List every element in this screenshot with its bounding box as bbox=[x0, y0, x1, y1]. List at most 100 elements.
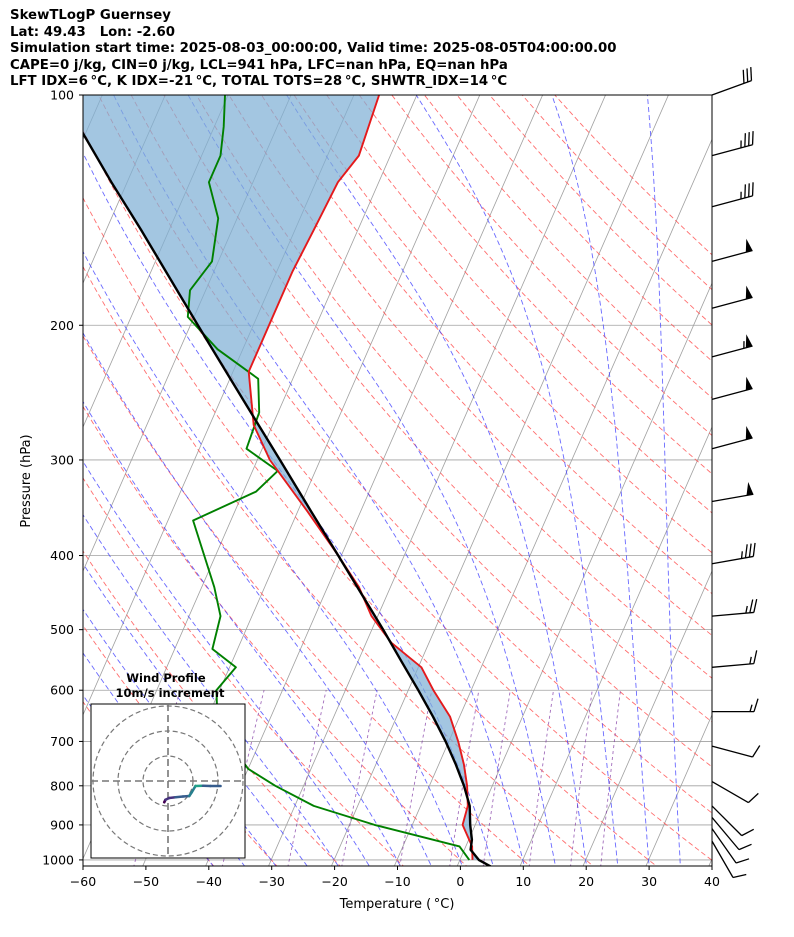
barb-full bbox=[735, 858, 750, 864]
x-tick-label: −50 bbox=[133, 874, 159, 889]
wind-barb bbox=[711, 376, 753, 401]
dry-adiabat bbox=[83, 405, 468, 866]
barb-half bbox=[749, 656, 752, 665]
barb-full bbox=[744, 544, 748, 558]
y-tick-label: 200 bbox=[50, 318, 74, 333]
dewpoint-line bbox=[186, 95, 471, 861]
barb-flag bbox=[745, 285, 753, 300]
moist-adiabat bbox=[187, 95, 556, 866]
barb-full bbox=[732, 873, 747, 879]
isotherm-line bbox=[582, 569, 712, 866]
moist-adiabat bbox=[646, 95, 681, 866]
inset-title: Wind Profile bbox=[126, 671, 206, 685]
moist-adiabat bbox=[83, 460, 370, 866]
cape-cin-shading bbox=[83, 95, 479, 860]
isotherm-line bbox=[268, 95, 606, 866]
wind-barb bbox=[711, 482, 754, 503]
stability-indices: LFT IDX=6 °C, K IDX=-21 °C, TOTAL TOTS=2… bbox=[10, 74, 508, 89]
barb-flag bbox=[746, 482, 754, 496]
barb-staff bbox=[711, 745, 753, 758]
y-tick-label: 400 bbox=[50, 548, 74, 563]
wind-barb bbox=[711, 598, 758, 617]
dry-adiabat bbox=[83, 129, 712, 861]
x-tick-label: 10 bbox=[515, 874, 531, 889]
dry-adiabat bbox=[326, 95, 712, 514]
x-tick-label: 20 bbox=[578, 874, 594, 889]
wind-barbs bbox=[711, 67, 761, 879]
barb-staff bbox=[711, 249, 753, 262]
moist-adiabat bbox=[415, 95, 619, 866]
y-tick-label: 800 bbox=[50, 778, 74, 793]
wind-barb bbox=[711, 781, 759, 804]
mixing-ratio-line bbox=[449, 690, 480, 866]
barb-full bbox=[748, 543, 752, 558]
moist-adiabat bbox=[551, 95, 650, 866]
barb-staff bbox=[711, 781, 749, 804]
wind-barb bbox=[712, 698, 759, 713]
moist-adiabat bbox=[286, 95, 588, 866]
x-tick-label: 40 bbox=[704, 874, 720, 889]
y-tick-label: 500 bbox=[50, 622, 74, 637]
x-tick-label: 0 bbox=[456, 874, 464, 889]
wind-barb bbox=[711, 334, 753, 358]
barb-flag bbox=[745, 426, 753, 440]
barb-staff bbox=[711, 195, 753, 208]
dry-adiabat bbox=[83, 265, 594, 866]
isotherm-line bbox=[83, 95, 166, 285]
barb-half bbox=[740, 551, 743, 559]
dry-adiabat bbox=[83, 335, 531, 866]
wind-barb bbox=[711, 131, 754, 157]
wind-barb bbox=[711, 182, 754, 208]
isotherm-line bbox=[331, 95, 669, 866]
barb-flag bbox=[745, 238, 753, 253]
barb-flag bbox=[745, 334, 753, 348]
axes: −60 −50 −40 −30 −20 −10 0 10 20 30 40 100 200 300 400 5… bbox=[42, 88, 720, 890]
barb-staff bbox=[711, 80, 752, 96]
wind-barb bbox=[711, 840, 747, 879]
wind-barb bbox=[711, 285, 753, 309]
x-tick-label: −40 bbox=[196, 874, 222, 889]
barb-staff bbox=[711, 662, 754, 668]
barb-staff bbox=[711, 144, 753, 157]
cin-area bbox=[83, 95, 479, 860]
y-tick-label: 1000 bbox=[42, 852, 74, 867]
stability-params: CAPE=0 j/kg, CIN=0 j/kg, LCL=941 hPa, LF… bbox=[10, 57, 508, 73]
barb-full bbox=[749, 599, 754, 613]
barb-staff bbox=[711, 840, 734, 878]
isotherm-line bbox=[645, 713, 712, 866]
barb-staff bbox=[711, 817, 740, 851]
barb-flag bbox=[745, 376, 753, 391]
parcel-line bbox=[83, 131, 493, 866]
barb-full bbox=[742, 69, 745, 84]
wind-barb bbox=[711, 828, 750, 864]
wind-barb bbox=[711, 805, 755, 837]
barb-full bbox=[741, 828, 755, 837]
barb-half bbox=[745, 605, 748, 614]
x-tick-label: −10 bbox=[384, 874, 410, 889]
moist-adiabat bbox=[83, 400, 401, 866]
barb-full bbox=[746, 68, 749, 83]
mixing-ratio-line bbox=[482, 690, 511, 866]
wind-barb bbox=[711, 238, 753, 262]
wind-barb bbox=[711, 67, 753, 96]
wind-barb bbox=[711, 745, 761, 758]
x-axis-label: Temperature ( °C) bbox=[339, 897, 455, 912]
chart-header: SkewTLogP Guernsey Lat: 49.43 Lon: -2.60… bbox=[10, 8, 617, 91]
wind-barb bbox=[711, 426, 753, 450]
barb-staff bbox=[711, 555, 754, 565]
barb-full bbox=[753, 650, 758, 664]
wind-barb bbox=[711, 817, 752, 851]
dry-adiabat bbox=[163, 95, 712, 723]
mixing-ratio-line bbox=[570, 690, 593, 866]
dry-adiabat bbox=[391, 95, 712, 437]
barb-full bbox=[747, 792, 759, 804]
barb-staff bbox=[711, 437, 753, 450]
dry-adiabat bbox=[98, 95, 712, 814]
dry-adiabat bbox=[83, 477, 405, 866]
barb-half bbox=[749, 704, 753, 712]
sounding-profiles bbox=[83, 95, 493, 866]
dry-adiabat bbox=[358, 95, 712, 475]
isotherm-line bbox=[708, 857, 712, 866]
barb-full bbox=[753, 598, 758, 613]
